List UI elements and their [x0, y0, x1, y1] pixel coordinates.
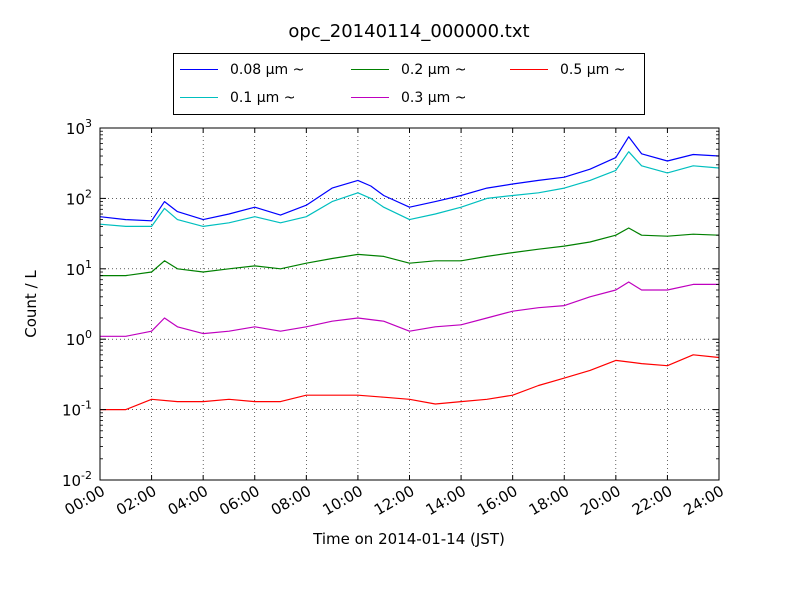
- y-tick-label: 101: [66, 258, 92, 279]
- legend-swatch: [510, 69, 548, 70]
- series-line-3: [100, 281, 719, 337]
- legend-label: 0.08 μm ~: [230, 62, 305, 78]
- y-tick-label: 10-1: [62, 399, 92, 420]
- y-tick-label: 103: [66, 117, 92, 138]
- legend-swatch: [180, 97, 218, 98]
- x-tick-labels: 00:00 02:00 04:00 06:00 08:00 10:00 12:00 14:00…: [62, 482, 727, 519]
- x-axis-label: Time on 2014-01-14 (JST): [312, 530, 505, 548]
- x-tick-label: 06:00: [216, 482, 262, 519]
- legend-label: 0.5 μm ~: [560, 62, 626, 78]
- y-tick-label: 10-2: [62, 469, 92, 490]
- legend: 0.08 μm ~ 0.1 μm ~ 0.2 μm ~ 0.3 μm ~ 0.5…: [173, 53, 645, 115]
- series-line-0: [99, 136, 720, 222]
- y-tick-label: 102: [66, 187, 92, 208]
- series-line-2: [100, 227, 720, 277]
- legend-label: 0.3 μm ~: [401, 90, 467, 106]
- series-lines: [99, 136, 720, 411]
- y-axis-label: Count / L: [22, 270, 40, 338]
- grid: [99, 128, 720, 480]
- x-tick-label: 08:00: [268, 482, 314, 519]
- legend-swatch: [351, 97, 389, 98]
- y-tick-labels: 10-2 10-1 100 101 102 103: [62, 117, 92, 490]
- series-line-1: [99, 151, 720, 227]
- x-tick-label: 12:00: [371, 482, 417, 519]
- axis-ticks: [99, 127, 720, 481]
- x-tick-label: 22:00: [629, 482, 675, 519]
- x-tick-label: 18:00: [526, 482, 572, 519]
- legend-label: 0.1 μm ~: [230, 90, 296, 106]
- x-tick-label: 14:00: [423, 482, 469, 519]
- chart-title: opc_20140114_000000.txt: [288, 21, 529, 42]
- y-tick-label: 100: [66, 328, 92, 349]
- series-line-4: [100, 354, 720, 411]
- x-tick-label: 10:00: [319, 482, 365, 519]
- x-tick-label: 24:00: [681, 482, 727, 519]
- legend-swatch: [180, 69, 218, 70]
- x-tick-label: 04:00: [165, 482, 211, 519]
- legend-label: 0.2 μm ~: [401, 62, 467, 78]
- x-tick-label: 16:00: [474, 482, 520, 519]
- x-tick-label: 02:00: [113, 482, 159, 519]
- x-tick-label: 20:00: [577, 482, 623, 519]
- legend-swatch: [351, 69, 389, 70]
